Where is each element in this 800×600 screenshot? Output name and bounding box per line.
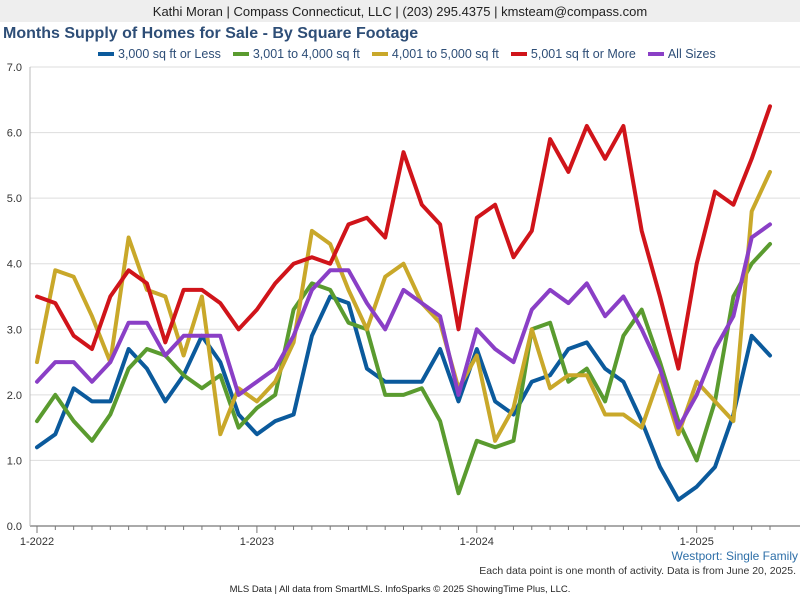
legend-swatch [510, 52, 527, 56]
series-line [35, 294, 772, 502]
legend-label: 3,000 sq ft or Less [118, 47, 221, 61]
series-line [35, 169, 772, 443]
y-tick-label: 5.0 [7, 193, 22, 205]
legend-label: 5,001 sq ft or More [530, 47, 636, 61]
y-tick-label: 3.0 [7, 324, 22, 336]
chart-title: Months Supply of Homes for Sale - By Squ… [3, 25, 419, 42]
series-line [35, 104, 772, 371]
agent-contact-info: Kathi Moran | Compass Connecticut, LLC |… [152, 4, 648, 19]
series-line [35, 222, 772, 430]
legend-item[interactable]: All Sizes [647, 47, 716, 61]
x-tick-label: 1-2022 [20, 536, 54, 548]
legend-label: 3,001 to 4,000 sq ft [252, 47, 360, 61]
region-label: Westport: Single Family [671, 549, 799, 563]
x-tick-label: 1-2023 [240, 536, 274, 548]
legend-item[interactable]: 5,001 sq ft or More [510, 47, 636, 61]
y-tick-label: 2.0 [7, 390, 22, 402]
y-tick-label: 6.0 [7, 128, 22, 140]
chart-legend: 3,000 sq ft or Less 3,001 to 4,000 sq ft 4… [98, 45, 728, 63]
legend-label: 4,001 to 5,000 sq ft [391, 47, 499, 61]
legend-swatch [647, 52, 664, 56]
y-tick-label: 0.0 [7, 521, 22, 533]
legend-item[interactable]: 4,001 to 5,000 sq ft [371, 47, 499, 61]
header-bar [0, 0, 800, 22]
legend-swatch [371, 52, 388, 56]
series-line [35, 242, 772, 496]
legend-item[interactable]: 3,000 sq ft or Less [98, 47, 221, 61]
data-footnote: Each data point is one month of activity… [479, 565, 796, 577]
legend-swatch [98, 52, 114, 56]
y-tick-label: 1.0 [7, 455, 22, 467]
x-tick-label: 1-2025 [680, 536, 714, 548]
x-tick-label: 1-2024 [460, 536, 494, 548]
y-tick-label: 4.0 [7, 259, 22, 271]
axes: 0.0 1.0 2.0 3.0 4.0 5.0 6.0 7.0 1-2022 1-2023 1-20… [7, 62, 800, 548]
legend-swatch [232, 52, 249, 56]
y-tick-label: 7.0 [7, 62, 22, 74]
source-credit: MLS Data | All data from SmartMLS. InfoS… [229, 584, 571, 595]
legend-label: All Sizes [667, 47, 716, 61]
legend-item[interactable]: 3,001 to 4,000 sq ft [232, 47, 360, 61]
series-lines [35, 104, 772, 502]
gridlines [30, 66, 800, 461]
